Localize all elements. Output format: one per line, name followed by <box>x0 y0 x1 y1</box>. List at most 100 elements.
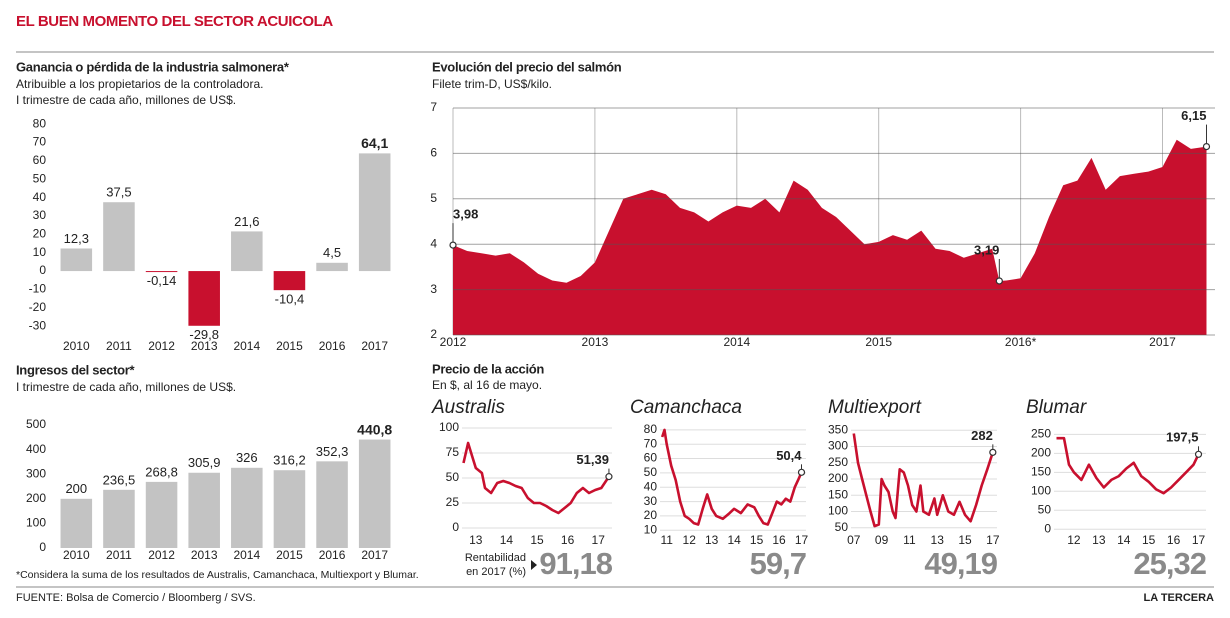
brand: LA TERCERA <box>1144 592 1215 604</box>
y-tick-label: 40 <box>33 190 47 204</box>
x-tick-label: 2016 <box>319 339 346 353</box>
y-tick-label: 400 <box>26 442 46 456</box>
x-tick-label: 11 <box>903 533 916 547</box>
y-tick-label: 50 <box>644 465 658 479</box>
chart-title: Blumar <box>1026 397 1087 418</box>
value-label: 236,5 <box>103 472 136 487</box>
value-label: 51,39 <box>576 452 609 467</box>
y-tick-label: 50 <box>446 470 460 484</box>
x-tick-label: 2012 <box>148 548 175 562</box>
y-tick-label: 50 <box>33 171 47 185</box>
x-tick-label: 15 <box>1142 533 1156 547</box>
y-tick-label: 250 <box>1031 427 1051 441</box>
value-label: 64,1 <box>361 135 388 151</box>
y-tick-label: -10 <box>29 282 47 296</box>
x-tick-label: 16 <box>1167 533 1181 547</box>
y-tick-label: 100 <box>439 420 459 434</box>
point-marker <box>995 277 1003 285</box>
bar <box>273 271 306 291</box>
y-tick-label: 300 <box>828 439 848 453</box>
x-tick-label: 2010 <box>63 339 90 353</box>
x-tick-label: 15 <box>958 533 972 547</box>
x-tick-label: 2017 <box>361 548 388 562</box>
price-line <box>852 433 995 528</box>
x-tick-label: 2014 <box>233 548 260 562</box>
y-tick-label: -30 <box>29 318 47 332</box>
value-label: 440,8 <box>357 421 392 437</box>
chart-title: Camanchaca <box>630 397 742 418</box>
x-tick-label: 11 <box>661 533 674 547</box>
x-tick-label: 13 <box>1092 533 1106 547</box>
point-marker <box>989 448 997 456</box>
y-tick-label: 3 <box>430 282 437 296</box>
y-tick-label: 10 <box>33 245 47 259</box>
bar <box>231 467 263 548</box>
x-tick-label: 2016* <box>1005 335 1037 349</box>
value-label: 197,5 <box>1166 430 1199 445</box>
bar <box>316 262 348 272</box>
bar <box>358 439 391 548</box>
y-tick-label: 50 <box>835 520 849 534</box>
chart-subtitle: I trimestre de cada año, millones de US$… <box>16 93 236 107</box>
y-tick-label: 20 <box>644 508 658 522</box>
value-label: 21,6 <box>234 214 259 229</box>
price-line <box>462 441 610 515</box>
chart-subtitle: I trimestre de cada año, millones de US$… <box>16 380 236 394</box>
value-label: 268,8 <box>145 464 178 479</box>
caption-arrow <box>531 560 537 570</box>
x-tick-label: 15 <box>530 533 544 547</box>
point-marker <box>449 241 457 249</box>
value-label: 3,98 <box>453 207 478 222</box>
value-label: 326 <box>236 450 258 465</box>
bar <box>103 202 135 272</box>
y-tick-label: 70 <box>33 135 47 149</box>
bar <box>60 498 93 548</box>
x-tick-label: 15 <box>750 533 764 547</box>
return-value: 25,32 <box>1133 546 1206 581</box>
y-tick-label: 300 <box>26 466 46 480</box>
price-line <box>1056 436 1200 495</box>
chart-title: Australis <box>431 397 505 418</box>
value-label: 316,2 <box>273 453 306 468</box>
source: FUENTE: Bolsa de Comercio / Bloomberg / … <box>16 592 256 604</box>
x-tick-label: 2013 <box>582 335 609 349</box>
value-label: -29,8 <box>189 327 219 342</box>
x-tick-label: 2014 <box>233 339 260 353</box>
chart-subtitle: Atribuible a los propietarios de la cont… <box>16 77 263 91</box>
y-tick-label: 30 <box>33 208 47 222</box>
x-tick-label: 16 <box>772 533 786 547</box>
y-tick-label: 10 <box>644 522 658 536</box>
chart-title: Multiexport <box>828 397 922 418</box>
x-tick-label: 17 <box>1192 533 1206 547</box>
x-tick-label: 2013 <box>191 339 218 353</box>
return-value: 91,18 <box>539 546 612 581</box>
x-tick-label: 14 <box>500 533 514 547</box>
footnote: *Considera la suma de los resultados de … <box>16 569 419 581</box>
x-tick-label: 2013 <box>191 548 218 562</box>
value-label: 282 <box>971 428 993 443</box>
y-tick-label: 150 <box>828 487 848 501</box>
point-marker <box>1194 450 1203 458</box>
return-value: 49,19 <box>924 546 997 581</box>
bar <box>273 470 306 548</box>
x-tick-label: 2016 <box>319 548 346 562</box>
x-tick-label: 2012 <box>148 339 175 353</box>
x-tick-label: 16 <box>561 533 575 547</box>
section-subtitle: En $, al 16 de mayo. <box>432 378 542 392</box>
bar <box>316 461 348 548</box>
y-tick-label: 20 <box>33 227 47 241</box>
x-tick-label: 2011 <box>106 548 132 562</box>
bar <box>145 271 178 273</box>
y-tick-label: 40 <box>644 479 658 493</box>
y-tick-label: 100 <box>26 516 46 530</box>
chart-subtitle: Filete trim-D, US$/kilo. <box>432 77 552 91</box>
value-label: 50,4 <box>776 448 802 463</box>
section-title: Precio de la acción <box>432 361 544 376</box>
return-value: 59,7 <box>750 546 806 581</box>
y-tick-label: 0 <box>452 520 459 534</box>
x-tick-label: 12 <box>1067 533 1081 547</box>
price-line <box>660 428 803 526</box>
value-label: -10,4 <box>275 292 305 307</box>
y-tick-label: -20 <box>29 300 47 314</box>
